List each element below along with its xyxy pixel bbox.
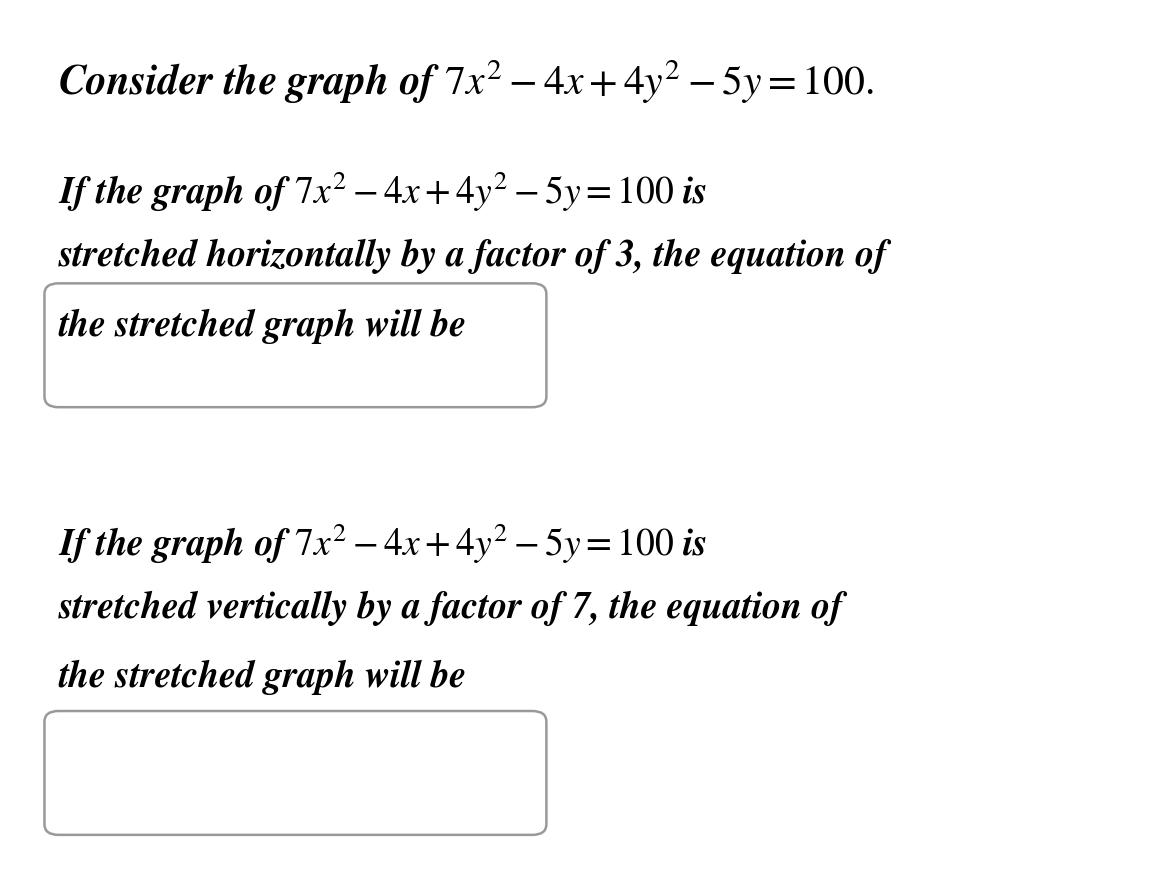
Text: If the graph of $7x^2 - 4x + 4y^2 - 5y = 100$ is: If the graph of $7x^2 - 4x + 4y^2 - 5y =…: [58, 521, 708, 566]
FancyBboxPatch shape: [44, 283, 546, 407]
FancyBboxPatch shape: [44, 711, 546, 835]
Text: Consider the graph of $7x^2 - 4x + 4y^2 - 5y = 100.$: Consider the graph of $7x^2 - 4x + 4y^2 …: [58, 58, 874, 106]
Text: If the graph of $7x^2 - 4x + 4y^2 - 5y = 100$ is: If the graph of $7x^2 - 4x + 4y^2 - 5y =…: [58, 169, 708, 214]
Text: stretched vertically by a factor of 7, the equation of: stretched vertically by a factor of 7, t…: [58, 591, 844, 626]
Text: the stretched graph will be: the stretched graph will be: [58, 308, 467, 344]
Text: stretched horizontally by a factor of 3, the equation of: stretched horizontally by a factor of 3,…: [58, 239, 887, 274]
Text: the stretched graph will be: the stretched graph will be: [58, 660, 467, 696]
